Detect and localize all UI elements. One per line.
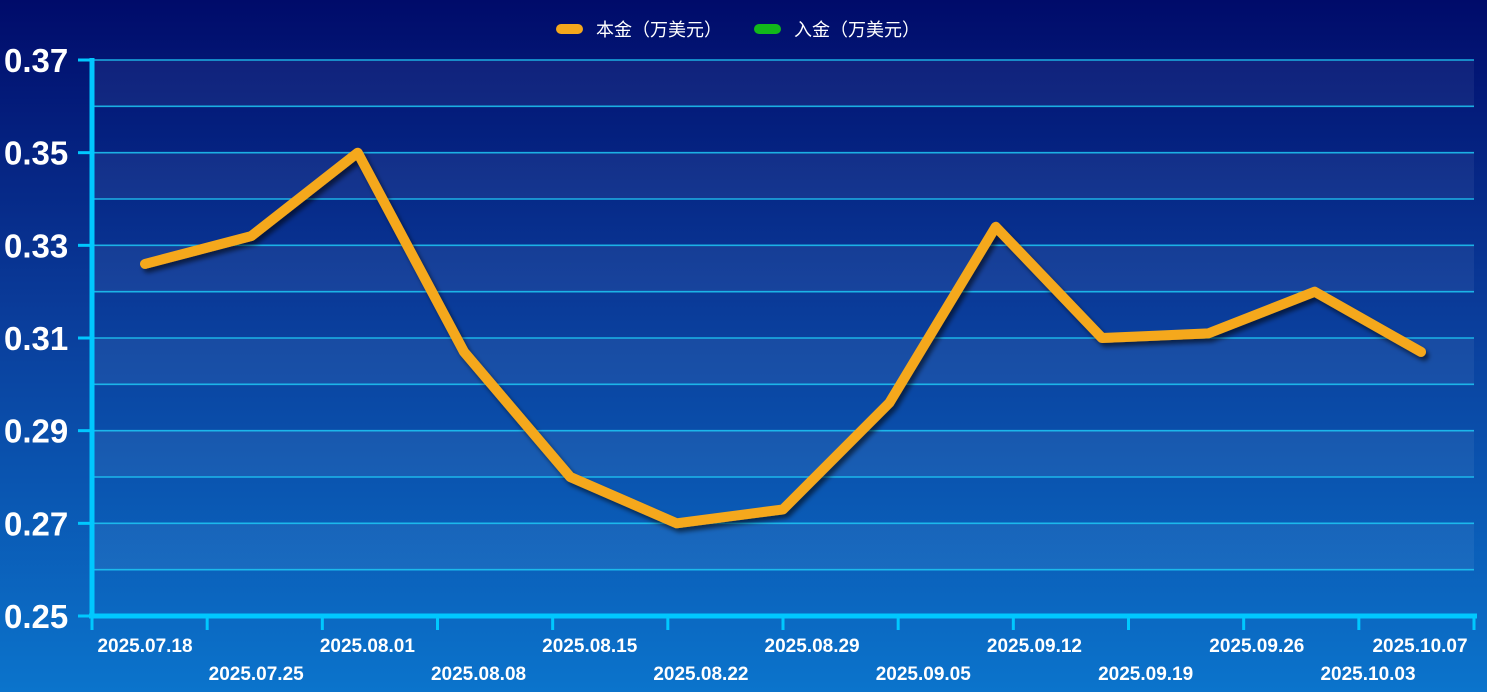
plot-band bbox=[92, 523, 1474, 570]
x-tick-label: 2025.08.22 bbox=[653, 664, 748, 685]
x-tick-label: 2025.07.25 bbox=[209, 664, 305, 685]
y-tick-label: 0.31 bbox=[4, 320, 68, 357]
x-axis-ticks: 2025.07.18 2025.07.25 2025.08.01 2025.08.08… bbox=[90, 616, 1476, 685]
plot-band bbox=[92, 152, 1474, 199]
series-layer bbox=[140, 147, 1426, 529]
x-tick-label: 2025.09.05 bbox=[876, 664, 972, 685]
y-axis-ticks: 0.25 0.27 0.29 0.31 0.33 0.35 0.37 bbox=[4, 42, 92, 635]
x-tick-label: 2025.07.18 bbox=[97, 636, 192, 657]
plot-band bbox=[92, 338, 1474, 385]
y-tick-label: 0.29 bbox=[4, 413, 68, 450]
x-tick-label: 2025.10.07 bbox=[1372, 636, 1467, 657]
x-tick-label: 2025.08.15 bbox=[542, 636, 638, 657]
x-tick-label: 2025.09.19 bbox=[1098, 664, 1193, 685]
y-tick-label: 0.37 bbox=[4, 42, 68, 79]
x-tick-label: 2025.09.26 bbox=[1209, 636, 1304, 657]
x-tick-label: 2025.08.01 bbox=[320, 636, 416, 657]
y-tick-label: 0.35 bbox=[4, 135, 68, 172]
x-tick-label: 2025.09.12 bbox=[987, 636, 1082, 657]
y-tick-label: 0.25 bbox=[4, 598, 68, 635]
y-tick-label: 0.27 bbox=[4, 505, 68, 542]
y-tick-label: 0.33 bbox=[4, 227, 68, 264]
x-tick-label: 2025.10.03 bbox=[1320, 664, 1415, 685]
legend: 本金（万美元） 入金（万美元） bbox=[556, 20, 920, 41]
legend-label: 本金（万美元） bbox=[596, 20, 722, 41]
plot-band bbox=[92, 430, 1474, 477]
x-tick-label: 2025.08.08 bbox=[431, 664, 526, 685]
legend-label: 入金（万美元） bbox=[794, 20, 920, 41]
plot-band bbox=[92, 60, 1474, 107]
x-tick-label: 2025.08.29 bbox=[765, 636, 860, 657]
